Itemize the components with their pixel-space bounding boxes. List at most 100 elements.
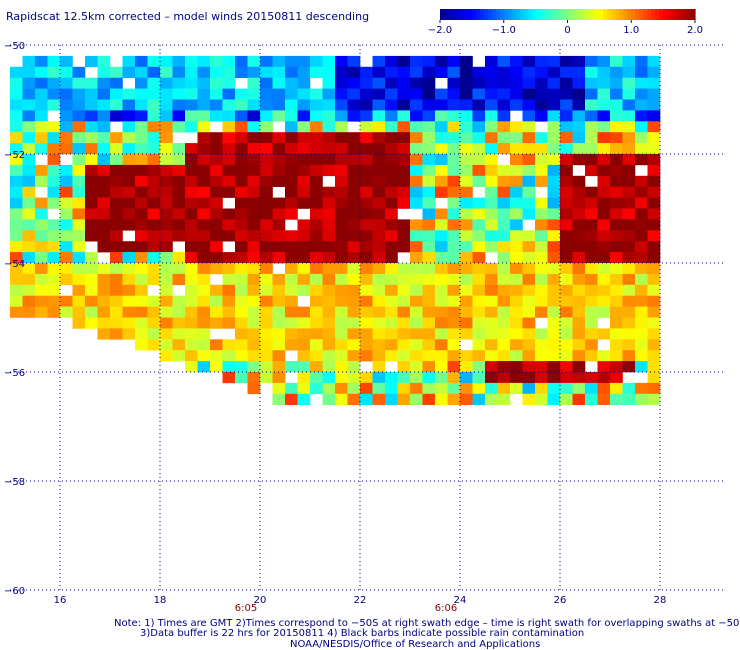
heatmap-cell — [635, 77, 648, 89]
heatmap-cell — [10, 77, 23, 89]
heatmap-cell — [385, 263, 398, 275]
heatmap-cell — [272, 241, 286, 253]
heatmap-cell — [560, 306, 573, 318]
heatmap-cell — [10, 219, 23, 231]
heatmap-cell — [110, 143, 123, 155]
heatmap-cell — [222, 263, 236, 275]
heatmap-cell — [435, 219, 448, 231]
heatmap-cell — [35, 132, 48, 144]
heatmap-cell — [335, 164, 348, 177]
colorbar-tick-label: −2.0 — [428, 25, 452, 36]
heatmap-cell — [260, 273, 273, 286]
heatmap-cell — [572, 306, 586, 318]
heatmap-cell — [72, 143, 86, 155]
heatmap-cell — [372, 99, 386, 111]
heatmap-cell — [160, 273, 173, 286]
heatmap-cell — [460, 121, 473, 133]
heatmap-cell — [285, 164, 298, 177]
heatmap-cell — [347, 306, 361, 318]
heatmap-cell — [285, 252, 298, 264]
heatmap-cell — [622, 284, 636, 296]
heatmap-cell — [647, 339, 661, 351]
heatmap-cell — [435, 132, 448, 144]
heatmap-cell — [322, 361, 336, 373]
heatmap-cell — [622, 252, 636, 264]
heatmap-cell — [510, 66, 523, 78]
heatmap-cell — [347, 88, 361, 100]
heatmap-cell — [347, 132, 361, 144]
heatmap-cell — [372, 110, 386, 122]
heatmap-cell — [260, 197, 273, 209]
heatmap-cell — [360, 317, 373, 329]
heatmap-cell — [147, 186, 161, 198]
heatmap-cell — [585, 273, 598, 286]
heatmap-cell — [360, 350, 373, 362]
heatmap-cell — [472, 77, 486, 89]
heatmap-cell — [597, 361, 611, 373]
heatmap-cell — [535, 88, 548, 100]
heatmap-cell — [535, 66, 548, 78]
heatmap-cell — [572, 284, 586, 296]
heatmap-cell — [10, 186, 23, 198]
heatmap-cell — [60, 110, 73, 122]
heatmap-cell — [247, 306, 261, 318]
heatmap-cell — [235, 263, 248, 275]
heatmap-cell — [147, 77, 161, 89]
heatmap-cell — [110, 263, 123, 275]
heatmap-cell — [147, 328, 161, 340]
heatmap-cell — [185, 186, 198, 198]
heatmap-cell — [10, 88, 23, 100]
heatmap-cell — [310, 154, 323, 166]
heatmap-cell — [310, 372, 323, 384]
heatmap-cell — [97, 132, 111, 144]
heatmap-cell — [547, 372, 561, 384]
heatmap-cell — [235, 88, 248, 100]
heatmap-cell — [160, 66, 173, 78]
heatmap-cell — [485, 208, 498, 220]
heatmap-cell — [185, 263, 198, 275]
heatmap-cell — [247, 284, 261, 296]
heatmap-cell — [210, 110, 223, 122]
heatmap-cell — [360, 295, 373, 307]
heatmap-cell — [172, 121, 186, 133]
heatmap-cell — [535, 208, 548, 220]
heatmap-cell — [472, 143, 486, 155]
heatmap-cell — [310, 284, 323, 296]
heatmap-cell — [260, 66, 273, 78]
heatmap-cell — [647, 295, 661, 307]
heatmap-cell — [235, 284, 248, 296]
heatmap-cell — [222, 143, 236, 155]
heatmap-cell — [235, 208, 248, 220]
heatmap-cell — [160, 350, 173, 362]
heatmap-cell — [410, 328, 423, 340]
heatmap-cell — [410, 393, 423, 405]
heatmap-cell — [460, 132, 473, 144]
heatmap-cell — [572, 361, 586, 373]
heatmap-cell — [635, 328, 648, 340]
heatmap-cell — [97, 273, 111, 286]
heatmap-cell — [247, 55, 261, 68]
heatmap-cell — [372, 164, 386, 177]
heatmap-cell — [72, 164, 86, 177]
heatmap-cell — [147, 175, 161, 187]
heatmap-cell — [122, 132, 136, 144]
heatmap-cell — [122, 175, 136, 187]
heatmap-cell — [310, 317, 323, 329]
heatmap-cell — [310, 252, 323, 264]
heatmap-cell — [210, 143, 223, 155]
heatmap-cell — [572, 339, 586, 351]
heatmap-cell — [172, 306, 186, 318]
heatmap-cell — [535, 339, 548, 351]
heatmap-cell — [472, 132, 486, 144]
heatmap-cell — [360, 197, 373, 209]
heatmap-cell — [460, 295, 473, 307]
heatmap-cell — [110, 132, 123, 144]
heatmap-cell — [135, 88, 148, 100]
heatmap-cell — [572, 186, 586, 198]
heatmap-cell — [335, 273, 348, 286]
heatmap-cell — [422, 66, 436, 78]
heatmap-cell — [572, 295, 586, 307]
heatmap-cell — [197, 208, 211, 220]
heatmap-cell — [472, 66, 486, 78]
